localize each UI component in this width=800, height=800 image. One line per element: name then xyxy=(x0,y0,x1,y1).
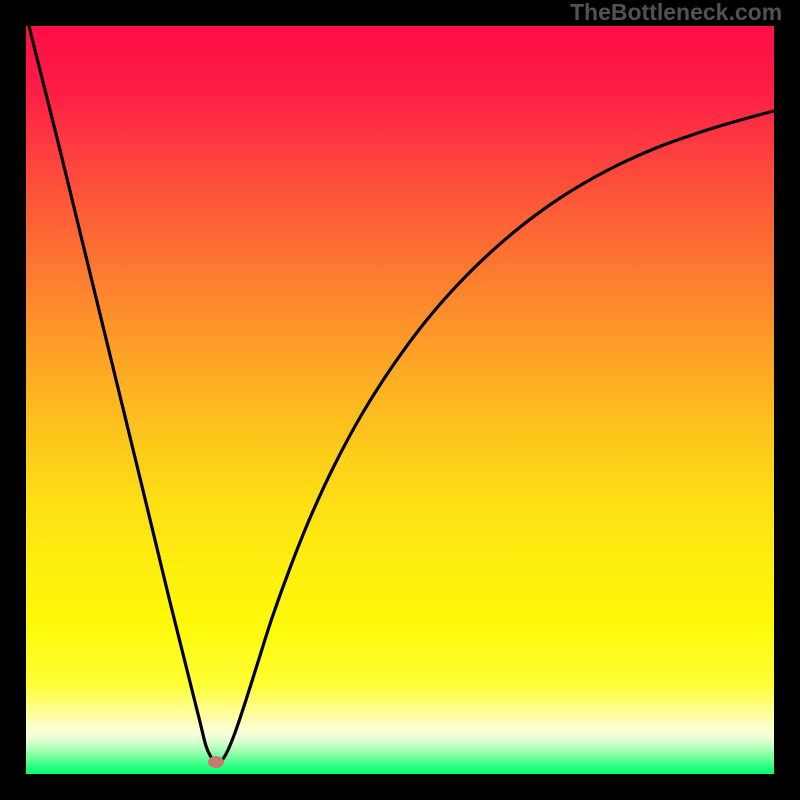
chart-svg: TheBottleneck.com xyxy=(0,0,800,800)
watermark-text: TheBottleneck.com xyxy=(570,0,782,25)
plot-background xyxy=(26,26,774,774)
chart-container: TheBottleneck.com xyxy=(0,0,800,800)
vertex-dot xyxy=(208,756,224,768)
